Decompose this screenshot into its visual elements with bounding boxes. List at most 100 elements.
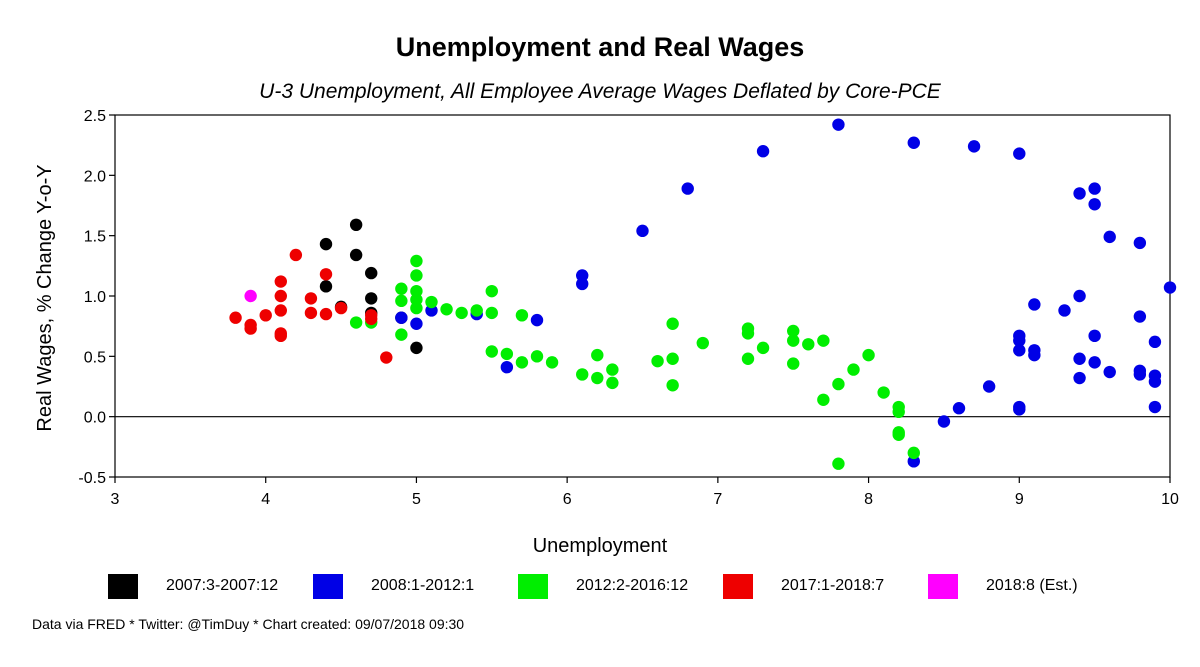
data-point <box>1013 403 1026 416</box>
data-point <box>1163 281 1177 294</box>
data-point <box>410 317 423 330</box>
data-point <box>1013 344 1026 357</box>
data-point <box>591 348 604 362</box>
data-point <box>756 145 770 158</box>
data-point <box>274 329 287 343</box>
data-point <box>515 309 529 322</box>
y-tick-label: 0.0 <box>84 410 106 427</box>
data-point <box>1133 236 1147 250</box>
data-point <box>319 280 333 293</box>
legend-swatch <box>313 574 343 599</box>
data-point <box>410 254 423 268</box>
data-point <box>832 118 845 131</box>
data-point <box>530 350 544 363</box>
chart-title: Unemployment and Real Wages <box>395 32 805 62</box>
data-point <box>395 294 408 308</box>
x-tick-label: 8 <box>864 491 873 508</box>
data-point <box>666 379 679 392</box>
data-point <box>259 309 272 322</box>
data-point <box>485 306 498 320</box>
data-point <box>892 428 905 441</box>
data-point <box>756 341 770 355</box>
data-point <box>1103 230 1116 244</box>
legend-label: 2018:8 (Est.) <box>986 577 1078 594</box>
source-credit: Data via FRED * Twitter: @TimDuy * Chart… <box>32 616 465 632</box>
data-point <box>395 311 408 324</box>
data-point <box>395 328 408 341</box>
data-point <box>304 292 318 305</box>
data-point <box>244 322 257 335</box>
data-point <box>244 289 257 303</box>
legend-swatch <box>518 574 548 599</box>
x-axis-label: Unemployment <box>533 535 668 557</box>
data-point <box>1103 365 1116 379</box>
data-point <box>666 317 679 330</box>
legend-swatch <box>723 574 753 599</box>
data-point <box>1073 187 1086 200</box>
data-point <box>907 136 920 149</box>
data-point <box>1073 371 1086 385</box>
y-tick-label: 1.0 <box>84 289 106 306</box>
x-tick-label: 10 <box>1161 491 1179 508</box>
data-point <box>1073 289 1086 303</box>
data-point <box>817 334 830 347</box>
data-point <box>410 269 423 282</box>
data-point <box>530 313 544 327</box>
data-point <box>937 415 951 428</box>
data-point <box>455 306 468 320</box>
data-point <box>787 357 800 370</box>
data-point <box>952 402 966 415</box>
y-tick-label: 2.0 <box>84 168 106 185</box>
data-point <box>1028 348 1041 362</box>
data-point <box>1073 352 1086 365</box>
data-point <box>229 311 242 324</box>
data-point <box>349 316 363 329</box>
data-point <box>545 356 559 369</box>
x-tick-label: 9 <box>1015 491 1024 508</box>
data-point <box>666 352 679 365</box>
data-point <box>591 371 604 385</box>
data-point <box>862 348 875 362</box>
data-point <box>1148 335 1162 349</box>
data-point <box>606 376 619 390</box>
data-point <box>349 248 363 262</box>
data-point <box>500 347 514 361</box>
data-point <box>1028 298 1041 311</box>
y-tick-label: 0.5 <box>84 349 106 366</box>
data-point <box>696 336 709 350</box>
data-point <box>1088 329 1101 343</box>
data-point <box>380 351 393 364</box>
legend-label: 2007:3-2007:12 <box>166 577 279 594</box>
x-axis: 3 4 5 6 7 8 9 10 <box>111 477 1179 508</box>
x-tick-label: 3 <box>111 491 120 508</box>
data-point <box>274 275 287 288</box>
data-point <box>319 268 333 281</box>
plot-area-frame <box>114 114 1171 478</box>
data-point <box>470 304 483 317</box>
y-tick-label: 1.5 <box>84 229 106 246</box>
data-point <box>636 224 649 238</box>
legend-label: 2017:1-2018:7 <box>781 577 885 594</box>
data-point <box>349 218 363 232</box>
data-point <box>741 327 755 340</box>
chart-subtitle: U-3 Unemployment, All Employee Average W… <box>259 80 941 103</box>
data-point <box>741 352 755 365</box>
legend: 2007:3-2007:12 2008:1-2012:1 2012:2-2016:1… <box>108 573 1108 601</box>
data-point <box>1058 304 1071 317</box>
y-axis-label: Real Wages, % Change Y-o-Y <box>34 164 56 431</box>
data-point <box>606 363 619 376</box>
y-tick-label: 2.5 <box>84 108 106 125</box>
data-point <box>425 295 438 309</box>
x-tick-label: 7 <box>713 491 722 508</box>
data-point <box>847 363 860 376</box>
data-point <box>1088 182 1101 195</box>
y-tick-label: -0.5 <box>78 470 106 487</box>
data-point <box>1013 147 1026 160</box>
data-point <box>319 307 333 321</box>
data-points <box>229 118 1177 470</box>
data-point <box>410 301 423 315</box>
data-point <box>365 266 378 280</box>
data-point <box>832 377 845 391</box>
y-axis: 2.5 2.0 1.5 1.0 0.5 0.0 -0.5 <box>78 108 115 487</box>
